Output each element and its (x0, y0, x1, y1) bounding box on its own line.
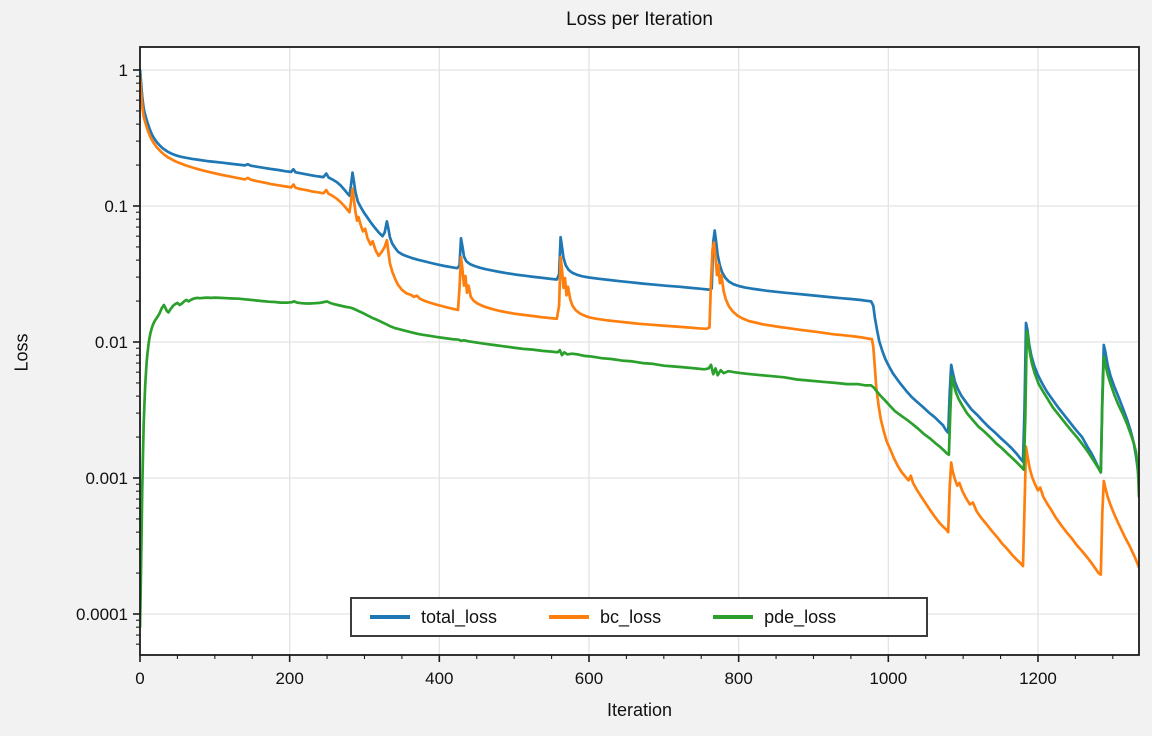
legend-item-pde-loss: pde_loss (713, 607, 836, 628)
svg-text:0.0001: 0.0001 (76, 605, 128, 624)
svg-text:0: 0 (135, 669, 144, 688)
svg-text:200: 200 (275, 669, 303, 688)
svg-text:1: 1 (119, 61, 128, 80)
svg-text:0.1: 0.1 (104, 197, 128, 216)
legend-line-bc-loss (549, 615, 590, 619)
svg-text:1000: 1000 (869, 669, 907, 688)
legend-label-bc-loss: bc_loss (600, 606, 662, 627)
svg-text:800: 800 (724, 669, 752, 688)
legend-line-pde-loss (713, 615, 754, 619)
svg-text:1200: 1200 (1019, 669, 1057, 688)
svg-text:0.01: 0.01 (95, 333, 128, 352)
legend-label-total-loss: total_loss (421, 606, 498, 627)
x-axis-label: Iteration (606, 700, 673, 720)
svg-text:0.001: 0.001 (85, 469, 128, 488)
legend-item-bc-loss: bc_loss (549, 607, 661, 628)
svg-text:400: 400 (425, 669, 453, 688)
chart-title: Loss per Iteration (566, 9, 713, 30)
legend-line-total-loss (370, 615, 410, 619)
legend: total_loss bc_loss pde_loss (350, 597, 928, 637)
svg-text:600: 600 (575, 669, 603, 688)
legend-item-total-loss: total_loss (370, 607, 497, 628)
legend-label-pde-loss: pde_loss (764, 606, 837, 627)
